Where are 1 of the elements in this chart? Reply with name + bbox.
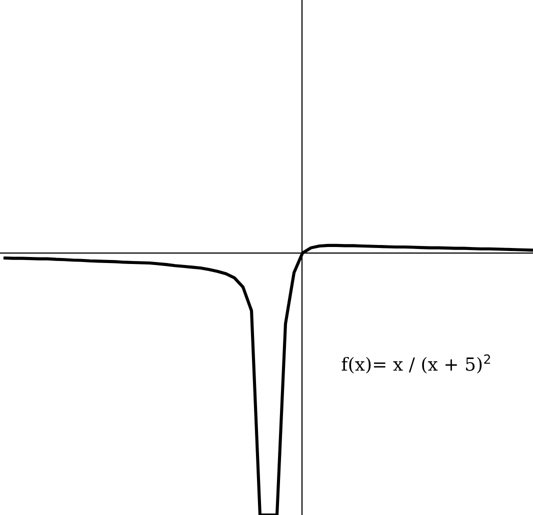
annotation: f(x)= x / (x + 5)$^{2}$ xyxy=(342,354,490,374)
